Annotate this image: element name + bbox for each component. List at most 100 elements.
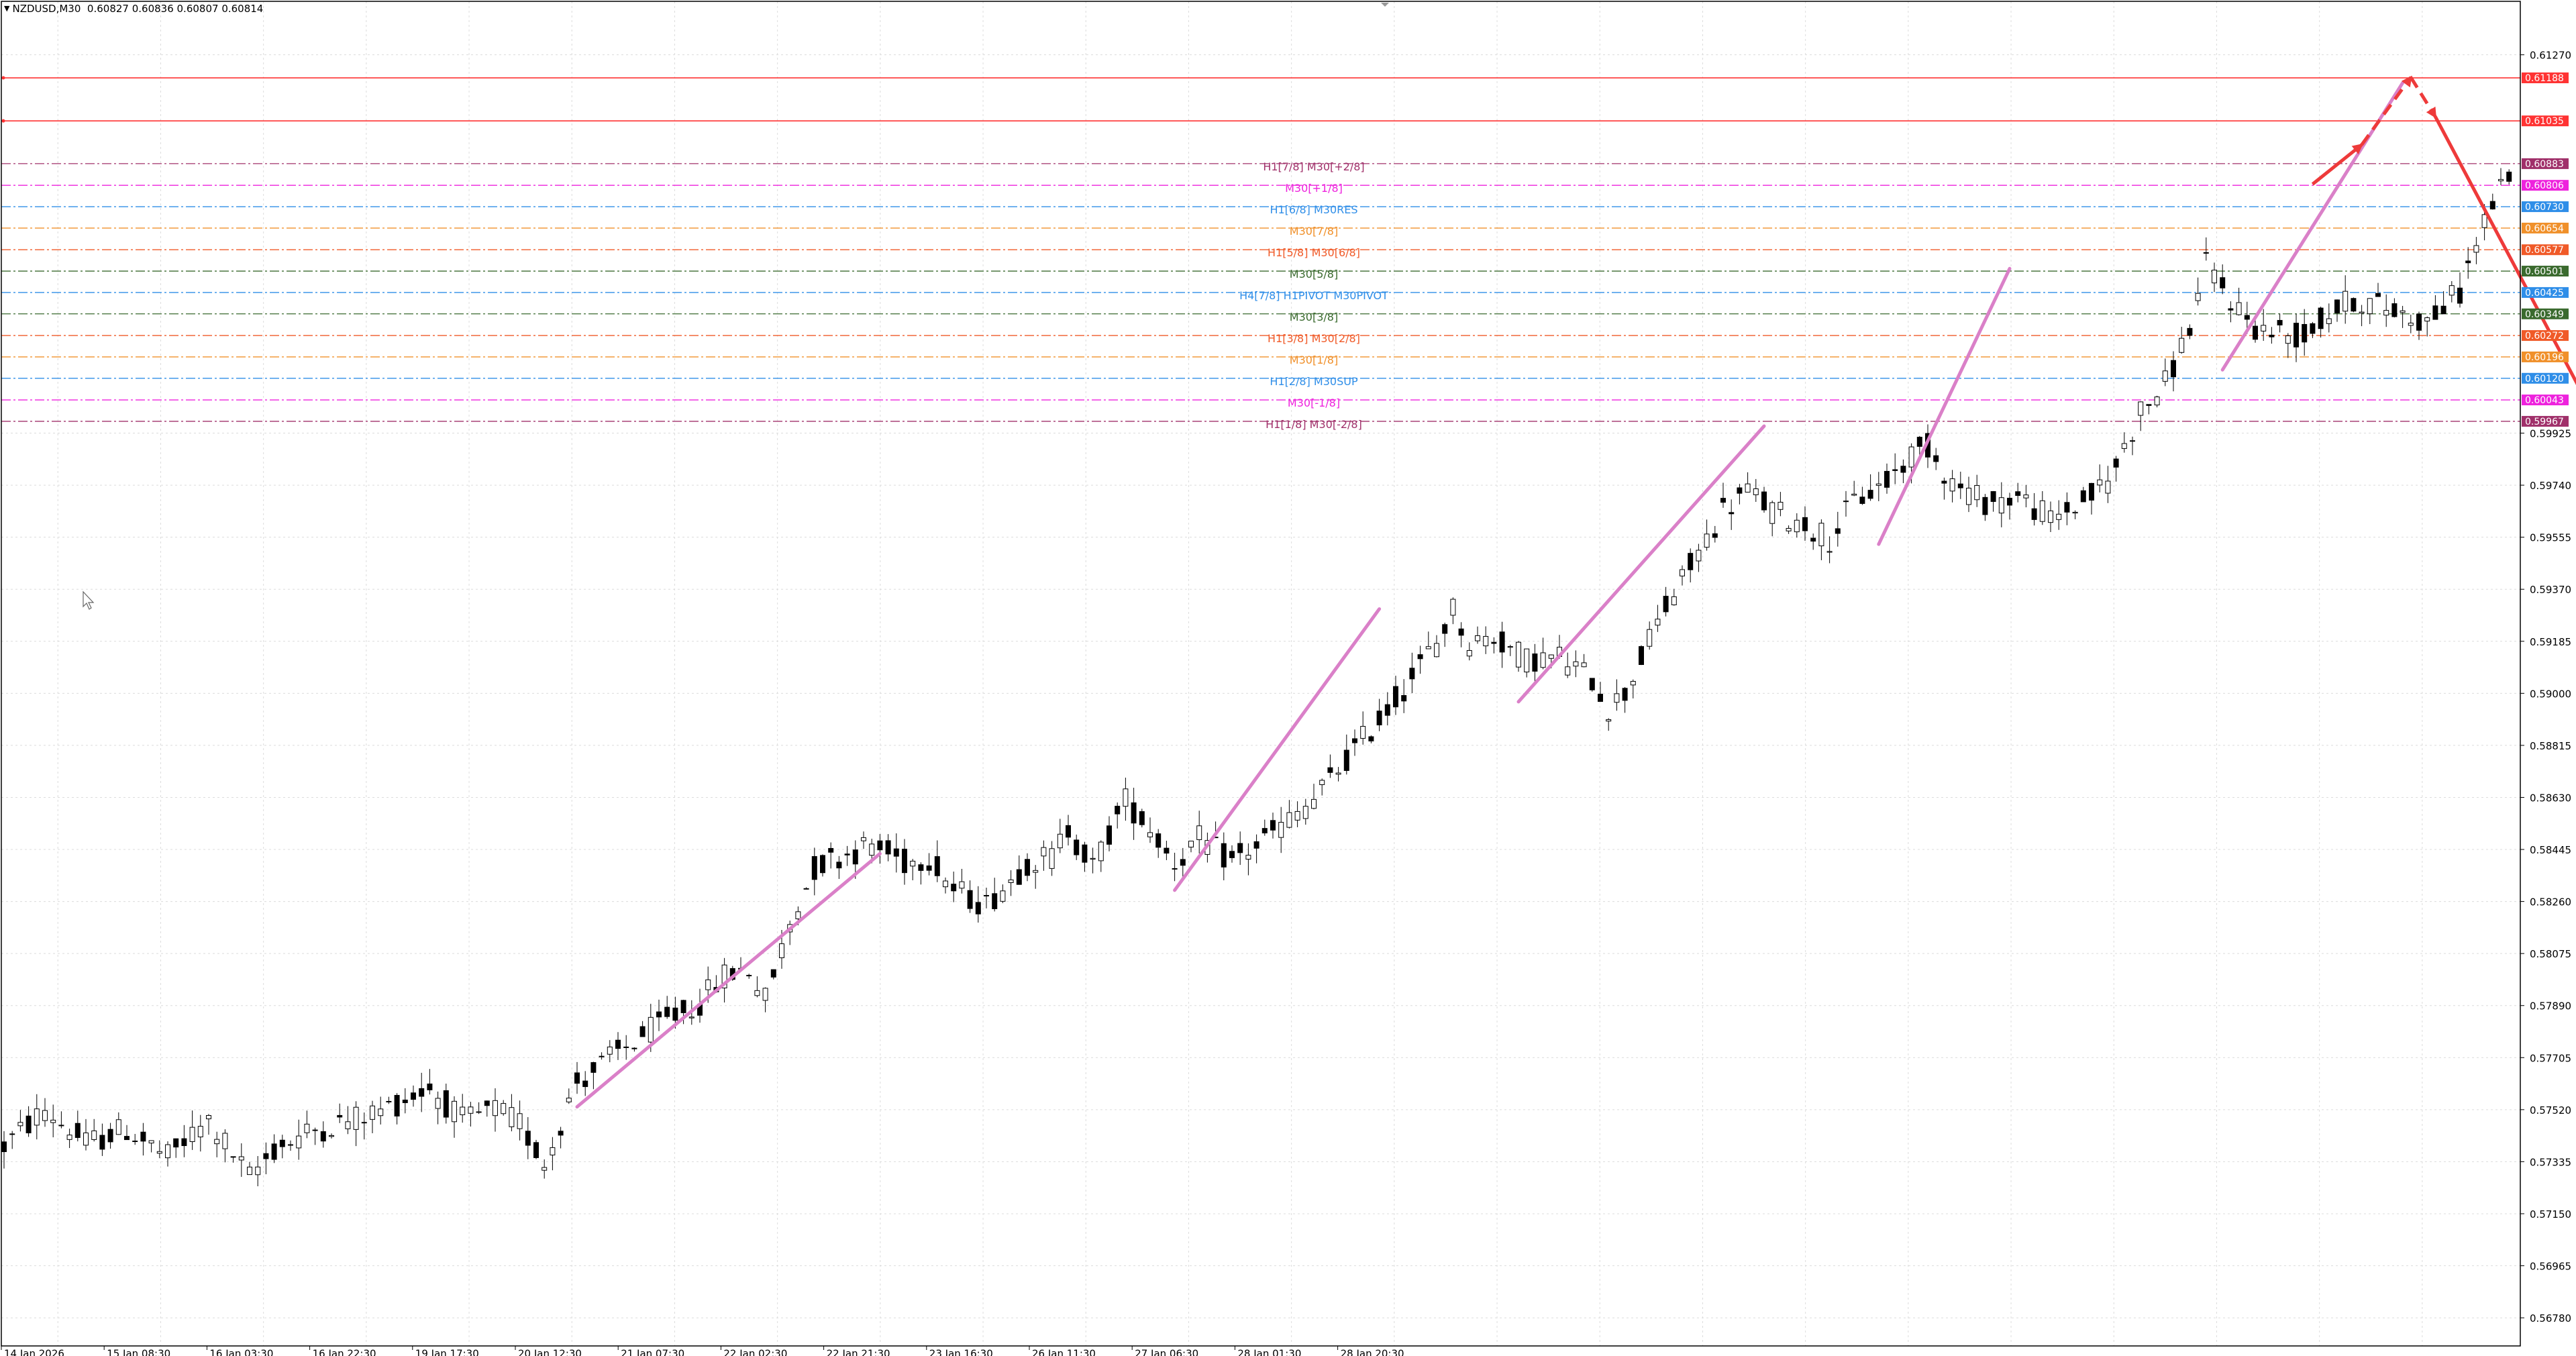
candle-body bbox=[1286, 812, 1292, 828]
candle-body bbox=[1229, 851, 1235, 858]
trend-line[interactable] bbox=[1516, 424, 1766, 704]
candle-body bbox=[2031, 508, 2037, 520]
x-tick-label: 16 Jan 03:30 bbox=[209, 1348, 273, 1356]
candle-body bbox=[2113, 458, 2119, 468]
level-price-tag bbox=[2522, 308, 2569, 319]
level-price-tag-text: 0.59967 bbox=[2525, 417, 2564, 427]
y-tick-label: 0.56780 bbox=[2530, 1312, 2571, 1324]
candle-body bbox=[402, 1099, 408, 1104]
candle-body bbox=[1802, 517, 1808, 531]
candle-body bbox=[2007, 497, 2012, 506]
candle-body bbox=[688, 1016, 694, 1019]
candle-body bbox=[918, 864, 924, 871]
candle-body bbox=[1016, 869, 1022, 885]
candle-body bbox=[762, 988, 768, 1001]
candle-body bbox=[1033, 870, 1039, 873]
level-label: H1[6/8] M30RES bbox=[1270, 203, 1357, 216]
level-price-tag-text: 0.60196 bbox=[2525, 352, 2564, 363]
candle-body bbox=[844, 853, 850, 855]
candle-body bbox=[639, 1026, 646, 1037]
candle-body bbox=[1818, 523, 1824, 547]
x-tick-label: 23 Jan 16:30 bbox=[929, 1348, 993, 1356]
candle-body bbox=[2179, 337, 2185, 353]
candle-body bbox=[517, 1113, 523, 1129]
candle-body bbox=[1196, 825, 1202, 840]
candle-body bbox=[74, 1123, 81, 1138]
candle-body bbox=[1278, 822, 1284, 838]
trend-line[interactable] bbox=[575, 851, 882, 1109]
candle-body bbox=[222, 1133, 228, 1149]
candle-body bbox=[754, 990, 760, 996]
trend-line[interactable] bbox=[1173, 607, 1382, 892]
chart-shift-marker[interactable] bbox=[1381, 3, 1389, 7]
chart-menu-triangle-icon[interactable]: ▼ bbox=[4, 4, 10, 13]
candle-body bbox=[378, 1108, 384, 1116]
candle-body bbox=[148, 1140, 154, 1144]
candle-body bbox=[140, 1131, 146, 1142]
candle-body bbox=[2506, 171, 2512, 182]
candle-body bbox=[1974, 485, 1980, 501]
candle-body bbox=[975, 902, 981, 915]
candle-body bbox=[1966, 487, 1971, 505]
candle-body bbox=[2105, 480, 2111, 494]
forecast-arrow[interactable] bbox=[2409, 76, 2437, 119]
forecast-arrow[interactable] bbox=[2360, 75, 2412, 146]
candle-body bbox=[902, 849, 907, 874]
candle-body bbox=[1458, 628, 1464, 636]
trend-line[interactable] bbox=[1877, 266, 2012, 546]
candle-body bbox=[934, 856, 940, 876]
candle-body bbox=[1115, 806, 1121, 815]
forecast-arrow[interactable] bbox=[2311, 143, 2364, 186]
forecast-arrow[interactable] bbox=[2434, 115, 2576, 533]
level-label: H4[7/8] H1PIVOT M30PIVOT bbox=[1239, 289, 1388, 302]
candle-body bbox=[2039, 500, 2045, 522]
candle-body bbox=[1720, 498, 1726, 503]
candle-body bbox=[992, 893, 998, 909]
candle-body bbox=[893, 848, 899, 857]
trend-line[interactable] bbox=[2220, 81, 2405, 372]
x-tick-label: 19 Jan 17:30 bbox=[415, 1348, 479, 1356]
level-price-tag-text: 0.60272 bbox=[2525, 331, 2564, 342]
candle-body bbox=[1253, 841, 1259, 849]
candle-body bbox=[255, 1166, 261, 1176]
candle-body bbox=[501, 1103, 507, 1114]
candle-body bbox=[304, 1123, 310, 1133]
candle-body bbox=[1082, 844, 1088, 863]
candle-body bbox=[533, 1142, 539, 1158]
x-tick-label: 22 Jan 02:30 bbox=[723, 1348, 787, 1356]
chart-frame bbox=[1, 1, 2521, 1347]
candle-body bbox=[1434, 643, 1439, 658]
candle-body bbox=[1573, 661, 1579, 667]
candle-body bbox=[1516, 641, 1521, 668]
candle-body bbox=[329, 1135, 334, 1137]
candle-body bbox=[1417, 654, 1423, 660]
candle-body bbox=[2187, 327, 2193, 336]
candle-body bbox=[1261, 828, 1268, 834]
candle-body bbox=[1123, 788, 1129, 807]
candle-body bbox=[493, 1100, 498, 1116]
candle-body bbox=[2400, 310, 2406, 313]
x-tick-label: 21 Jan 07:30 bbox=[621, 1348, 684, 1356]
candle-body bbox=[852, 849, 858, 865]
candle-body bbox=[1147, 832, 1153, 837]
level-price-tag bbox=[2522, 244, 2569, 256]
candle-body bbox=[197, 1126, 203, 1137]
y-tick-label: 0.58075 bbox=[2530, 948, 2571, 960]
candle-body bbox=[615, 1039, 621, 1049]
x-tick-label: 14 Jan 2026 bbox=[4, 1348, 64, 1356]
candle-body bbox=[2294, 323, 2299, 348]
level-label: H1[1/8] M30[-2/8] bbox=[1266, 418, 1362, 431]
candle-body bbox=[394, 1094, 400, 1116]
candle-body bbox=[1442, 624, 1448, 634]
candle-body bbox=[2481, 214, 2487, 228]
candle-body bbox=[1155, 833, 1162, 848]
candle-body bbox=[1057, 833, 1063, 849]
candle-body bbox=[680, 1000, 686, 1013]
candle-body bbox=[1941, 480, 1947, 484]
candle-body bbox=[2342, 291, 2349, 312]
candle-body bbox=[705, 979, 711, 990]
ohlc-readout: 0.60827 0.60836 0.60807 0.60814 bbox=[87, 3, 264, 15]
candle-body bbox=[296, 1135, 302, 1149]
candle-body bbox=[337, 1114, 343, 1118]
